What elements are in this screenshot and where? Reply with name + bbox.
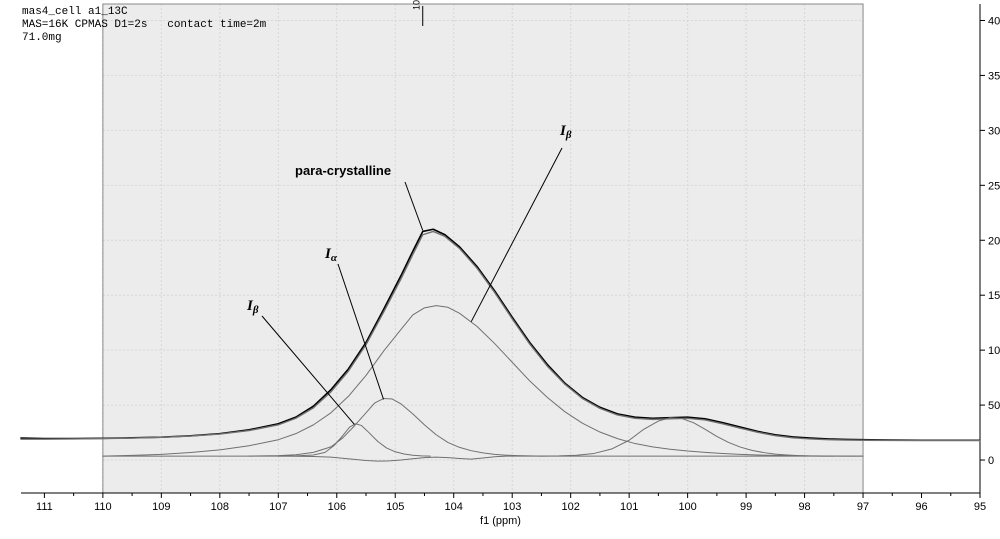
x-tick-label: 104 xyxy=(445,501,463,513)
x-tick-label: 110 xyxy=(94,501,112,513)
x-tick-label: 105 xyxy=(386,501,404,513)
x-axis-label: f1 (ppm) xyxy=(480,515,521,527)
x-tick-label: 99 xyxy=(740,501,752,513)
meta-line-1: mas4_cell a1_13C xyxy=(22,6,128,19)
annotation-label: para-crystalline xyxy=(295,163,391,178)
y-tick-label: 2000 xyxy=(988,235,1000,247)
x-tick-label: 97 xyxy=(857,501,869,513)
x-tick-label: 95 xyxy=(974,501,986,513)
y-tick-label: 1500 xyxy=(988,290,1000,302)
meta-line-3: 71.0mg xyxy=(22,32,62,45)
x-tick-label: 98 xyxy=(798,501,810,513)
y-tick-label: 2500 xyxy=(988,180,1000,192)
x-tick-label: 106 xyxy=(328,501,346,513)
y-tick-label: 3500 xyxy=(988,70,1000,82)
peak-marker-label: 104.53 xyxy=(412,0,422,10)
x-tick-label: 107 xyxy=(269,501,287,513)
x-tick-label: 96 xyxy=(915,501,927,513)
x-tick-label: 109 xyxy=(152,501,170,513)
x-tick-label: 102 xyxy=(561,501,579,513)
x-tick-label: 111 xyxy=(36,501,53,513)
y-tick-label: 4000 xyxy=(988,15,1000,27)
y-tick-label: 3000 xyxy=(988,125,1000,137)
nmr-spectrum-plot: 104.53 111 110 109 108 107 106 105 104 103 102 101 1… xyxy=(0,0,1000,539)
x-tick-label: 101 xyxy=(620,501,638,513)
meta-line-2: MAS=16K CPMAS D1=2s contact time=2m xyxy=(22,19,266,32)
y-tick-label: 500 xyxy=(988,400,1000,412)
x-tick-label: 100 xyxy=(678,501,696,513)
x-tick-label: 103 xyxy=(503,501,521,513)
y-tick-label: 0 xyxy=(988,455,994,467)
x-tick-label: 108 xyxy=(211,501,229,513)
plot-shaded-area xyxy=(103,4,863,493)
y-tick-label: 1000 xyxy=(988,345,1000,357)
